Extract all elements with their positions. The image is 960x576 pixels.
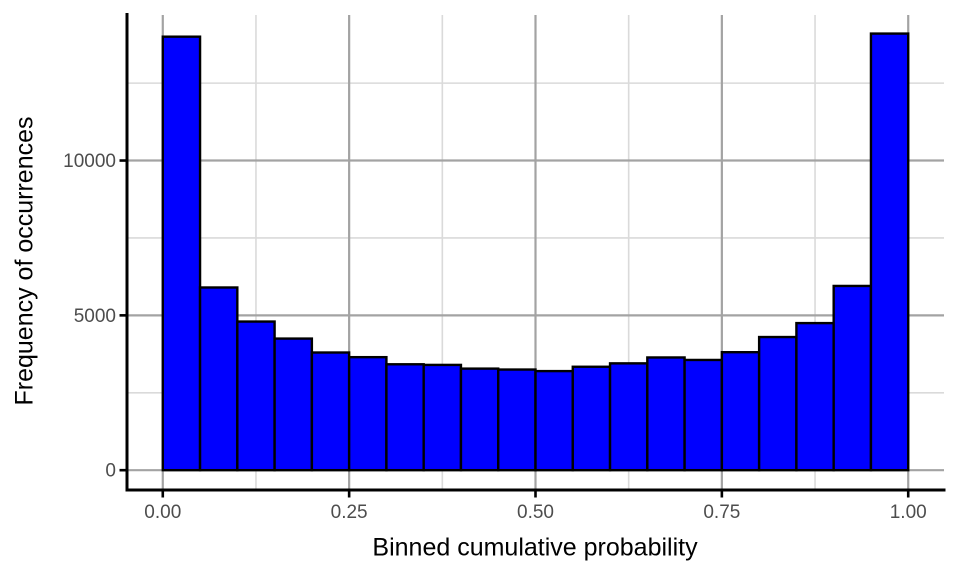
x-tick-label: 0.00	[144, 502, 181, 523]
histogram-bar	[720, 351, 761, 472]
histogram-bar	[236, 320, 276, 472]
histogram-bar	[534, 369, 574, 472]
histogram-bar	[683, 358, 724, 472]
histogram-bar	[571, 365, 612, 472]
histogram-bar	[869, 32, 910, 472]
histogram-bar	[795, 321, 835, 472]
x-tick-label: 1.00	[890, 502, 927, 523]
histogram-bar	[459, 367, 500, 472]
histogram-bar	[422, 363, 463, 472]
histogram-bar	[385, 363, 425, 472]
histogram-bar	[310, 351, 351, 472]
histogram-bar	[497, 368, 537, 472]
axis-ticks	[119, 159, 910, 498]
y-tick-label: 10000	[63, 151, 116, 172]
x-axis-title: Binned cumulative probability	[372, 533, 698, 562]
histogram-bar	[161, 35, 202, 472]
histogram-bar	[273, 337, 314, 472]
y-axis-title: Frequency of occurrences	[10, 116, 39, 406]
histogram-bar	[347, 355, 388, 472]
tick-labels: 0 5000 10000 0.00 0.25 0.50 0.75 1.00	[63, 151, 927, 523]
y-tick-label: 0	[105, 461, 116, 482]
histogram-bar	[832, 284, 873, 472]
histogram-bar	[608, 362, 649, 472]
histogram-bar	[757, 335, 798, 472]
x-tick-label: 0.50	[517, 502, 554, 523]
histogram-bar	[198, 286, 239, 472]
histogram-bars	[161, 32, 910, 472]
y-tick-label: 5000	[74, 306, 116, 327]
x-tick-label: 0.25	[331, 502, 368, 523]
histogram-bar	[646, 356, 686, 472]
x-tick-label: 0.75	[703, 502, 740, 523]
